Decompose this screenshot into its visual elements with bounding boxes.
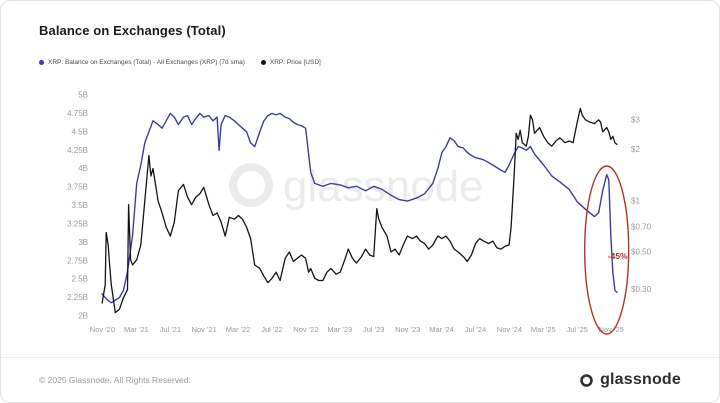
y-left-tick-label: 2B (78, 312, 88, 321)
y-right-tick-label: $0.50 (631, 248, 652, 257)
legend-label-price: XRP: Price [USD] (269, 59, 321, 66)
legend-item-balance: XRP: Balance on Exchanges (Total) - All … (39, 59, 245, 66)
x-tick-label: Jul '25 (566, 325, 587, 334)
y-left-tick-label: 3.75B (67, 183, 88, 192)
glassnode-logo-icon (580, 373, 593, 387)
x-tick-label: Nov '25 (598, 325, 623, 334)
chart-title: Balance on Exchanges (Total) (39, 23, 226, 38)
x-tick-label: Mar '23 (327, 325, 352, 334)
x-tick-label: Nov '20 (90, 325, 115, 334)
y-right-tick-label: $1 (631, 196, 640, 205)
y-left-tick-label: 4.75B (67, 109, 88, 118)
legend-marker-balance-icon (39, 60, 44, 65)
x-tick-label: Nov '21 (192, 325, 217, 334)
series-line-price (101, 107, 618, 314)
y-left-tick-label: 3.25B (67, 219, 88, 228)
chart-legend: XRP: Balance on Exchanges (Total) - All … (39, 59, 321, 66)
legend-item-price: XRP: Price [USD] (260, 59, 321, 66)
x-tick-label: Mar '25 (531, 325, 556, 334)
glassnode-wordmark: glassnode (600, 371, 681, 388)
y-left-tick-label: 2.5B (72, 275, 88, 284)
y-left-tick-label: 3.5B (72, 201, 88, 210)
x-tick-label: Nov '23 (395, 325, 420, 334)
annotation-label: -45% (608, 251, 628, 261)
y-right-tick-label: $0.30 (631, 285, 652, 294)
x-tick-label: Jul '23 (363, 325, 384, 334)
x-tick-label: Nov '24 (497, 325, 522, 334)
glassnode-brand: glassnode (579, 371, 681, 389)
x-tick-label: Mar '24 (429, 325, 454, 334)
x-tick-label: Jul '22 (261, 325, 282, 334)
y-right-tick-label: $0.70 (631, 223, 652, 232)
y-left-tick-label: 5B (78, 91, 88, 100)
x-tick-label: Jul '24 (465, 325, 486, 334)
x-tick-label: Mar '22 (226, 325, 251, 334)
x-tick-label: Nov '22 (293, 325, 318, 334)
legend-label-balance: XRP: Balance on Exchanges (Total) - All … (48, 59, 245, 66)
glassnode-watermark-icon (229, 163, 273, 207)
chart-canvas: glassnode 2B 2.25B 2.5B 2.75B 3B 3.25B 3.5B 3.75… (67, 91, 652, 335)
y-left-tick-label: 3B (78, 238, 88, 247)
y-left-tick-label: 4.25B (67, 146, 88, 155)
y-left-tick-label: 4.5B (72, 127, 88, 136)
annotation-ellipse (584, 165, 630, 335)
copyright-text: © 2025 Glassnode. All Rights Reserved. (39, 375, 191, 385)
glassnode-watermark-text: glassnode (283, 162, 484, 211)
y-axis-right: $0.30 $0.50 $0.70 $1 $2 $3 (631, 115, 652, 294)
x-tick-label: Jul '21 (160, 325, 181, 334)
series-line-balance (101, 112, 618, 304)
y-left-tick-label: 4B (78, 164, 88, 173)
y-left-tick-label: 2.25B (67, 293, 88, 302)
y-left-tick-label: 2.75B (67, 256, 88, 265)
x-axis: Nov '20 Mar '21 Jul '21 Nov '21 Mar '22 Jul '… (90, 325, 624, 334)
y-right-tick-label: $2 (631, 145, 640, 154)
glassnode-watermark: glassnode (229, 162, 484, 211)
x-tick-label: Mar '21 (124, 325, 149, 334)
legend-marker-price-icon (260, 60, 266, 65)
y-right-tick-label: $3 (631, 115, 640, 124)
y-axis-left: 2B 2.25B 2.5B 2.75B 3B 3.25B 3.5B 3.75B 4B 4.25B 4… (67, 91, 88, 321)
footer: © 2025 Glassnode. All Rights Reserved. g… (1, 357, 719, 402)
